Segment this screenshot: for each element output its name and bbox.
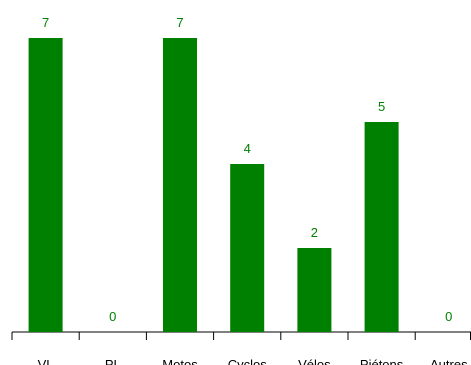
bar bbox=[163, 38, 197, 332]
bar bbox=[297, 248, 332, 332]
data-label: 0 bbox=[109, 309, 116, 324]
data-label: 7 bbox=[176, 15, 183, 30]
data-label: 7 bbox=[42, 15, 49, 30]
bars-group bbox=[28, 38, 399, 332]
bar bbox=[364, 122, 399, 332]
x-tick-label: Vélos bbox=[298, 357, 331, 365]
x-tick-label: PL bbox=[105, 357, 121, 365]
data-label: 2 bbox=[311, 225, 318, 240]
bar bbox=[28, 38, 63, 332]
x-axis-ticks bbox=[11, 332, 471, 340]
x-tick-label: Autres bbox=[430, 357, 468, 365]
x-tick-labels-group: VL PL Motos Cyclos Vélos Piétons Autres bbox=[38, 357, 468, 365]
data-label: 0 bbox=[445, 309, 452, 324]
data-label: 5 bbox=[378, 99, 385, 114]
x-tick-label: Motos bbox=[162, 357, 198, 365]
data-labels-group: 7 0 7 4 2 5 0 bbox=[42, 15, 452, 324]
data-label: 4 bbox=[244, 141, 251, 156]
x-tick-label: VL bbox=[38, 357, 54, 365]
x-tick-label: Cyclos bbox=[228, 357, 268, 365]
bar bbox=[230, 164, 265, 332]
x-tick-label: Piétons bbox=[360, 357, 404, 365]
